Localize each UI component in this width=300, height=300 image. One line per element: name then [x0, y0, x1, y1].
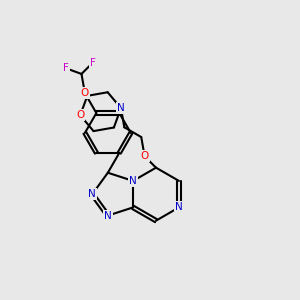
Text: N: N [175, 202, 183, 212]
Text: F: F [90, 58, 96, 68]
Text: O: O [140, 151, 149, 161]
Text: F: F [63, 63, 69, 74]
Text: N: N [104, 211, 112, 220]
Text: O: O [81, 88, 89, 98]
Text: O: O [76, 110, 84, 120]
Text: N: N [88, 189, 96, 199]
Text: N: N [117, 103, 125, 113]
Text: N: N [129, 176, 137, 186]
